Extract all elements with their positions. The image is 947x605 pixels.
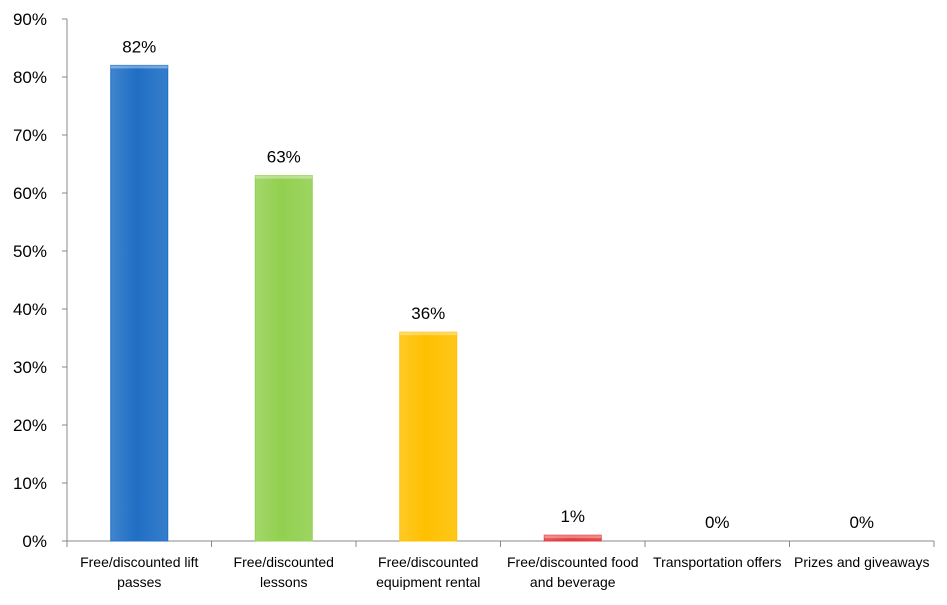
x-tick-label: lessons <box>260 574 307 590</box>
bar-highlight <box>544 535 602 539</box>
y-tick-label: 40% <box>13 300 47 319</box>
x-tick-label: Free/discounted <box>234 554 334 570</box>
y-tick-label: 70% <box>13 126 47 145</box>
data-label: 36% <box>411 304 445 323</box>
x-tick-label: passes <box>117 574 161 590</box>
bar <box>110 64 169 542</box>
y-tick-label: 30% <box>13 358 47 377</box>
bar-highlight <box>399 332 457 336</box>
bar <box>543 534 602 542</box>
data-label: 0% <box>849 513 874 532</box>
y-tick-label: 90% <box>13 10 47 29</box>
bar-highlight <box>110 65 168 69</box>
x-tick-label: Prizes and giveaways <box>794 554 929 570</box>
x-tick-label: Free/discounted <box>378 554 478 570</box>
data-label: 0% <box>705 513 730 532</box>
x-tick-label: equipment rental <box>376 574 480 590</box>
y-tick-label: 20% <box>13 416 47 435</box>
y-tick-label: 0% <box>22 532 47 551</box>
y-tick-label: 50% <box>13 242 47 261</box>
bar-highlight <box>255 175 313 179</box>
data-label: 82% <box>122 37 156 56</box>
x-tick-label: Free/discounted food <box>507 554 639 570</box>
x-tick-label: Free/discounted lift <box>80 554 198 570</box>
x-tick-label: and beverage <box>530 574 616 590</box>
bar <box>399 331 458 542</box>
data-label: 1% <box>560 507 585 526</box>
axes <box>62 18 935 547</box>
y-tick-label: 10% <box>13 474 47 493</box>
y-tick-label: 80% <box>13 68 47 87</box>
y-tick-label: 60% <box>13 184 47 203</box>
x-tick-label: Transportation offers <box>653 554 781 570</box>
bar <box>254 175 313 542</box>
bars <box>110 64 602 542</box>
tick-labels: 0% 10% 20% 30% 40% 50% 60% 70% 80% 90% Free/discou… <box>13 10 929 590</box>
data-label: 63% <box>267 148 301 167</box>
data-labels: 82% 63% 36% 1% 0% 0% <box>122 37 874 532</box>
